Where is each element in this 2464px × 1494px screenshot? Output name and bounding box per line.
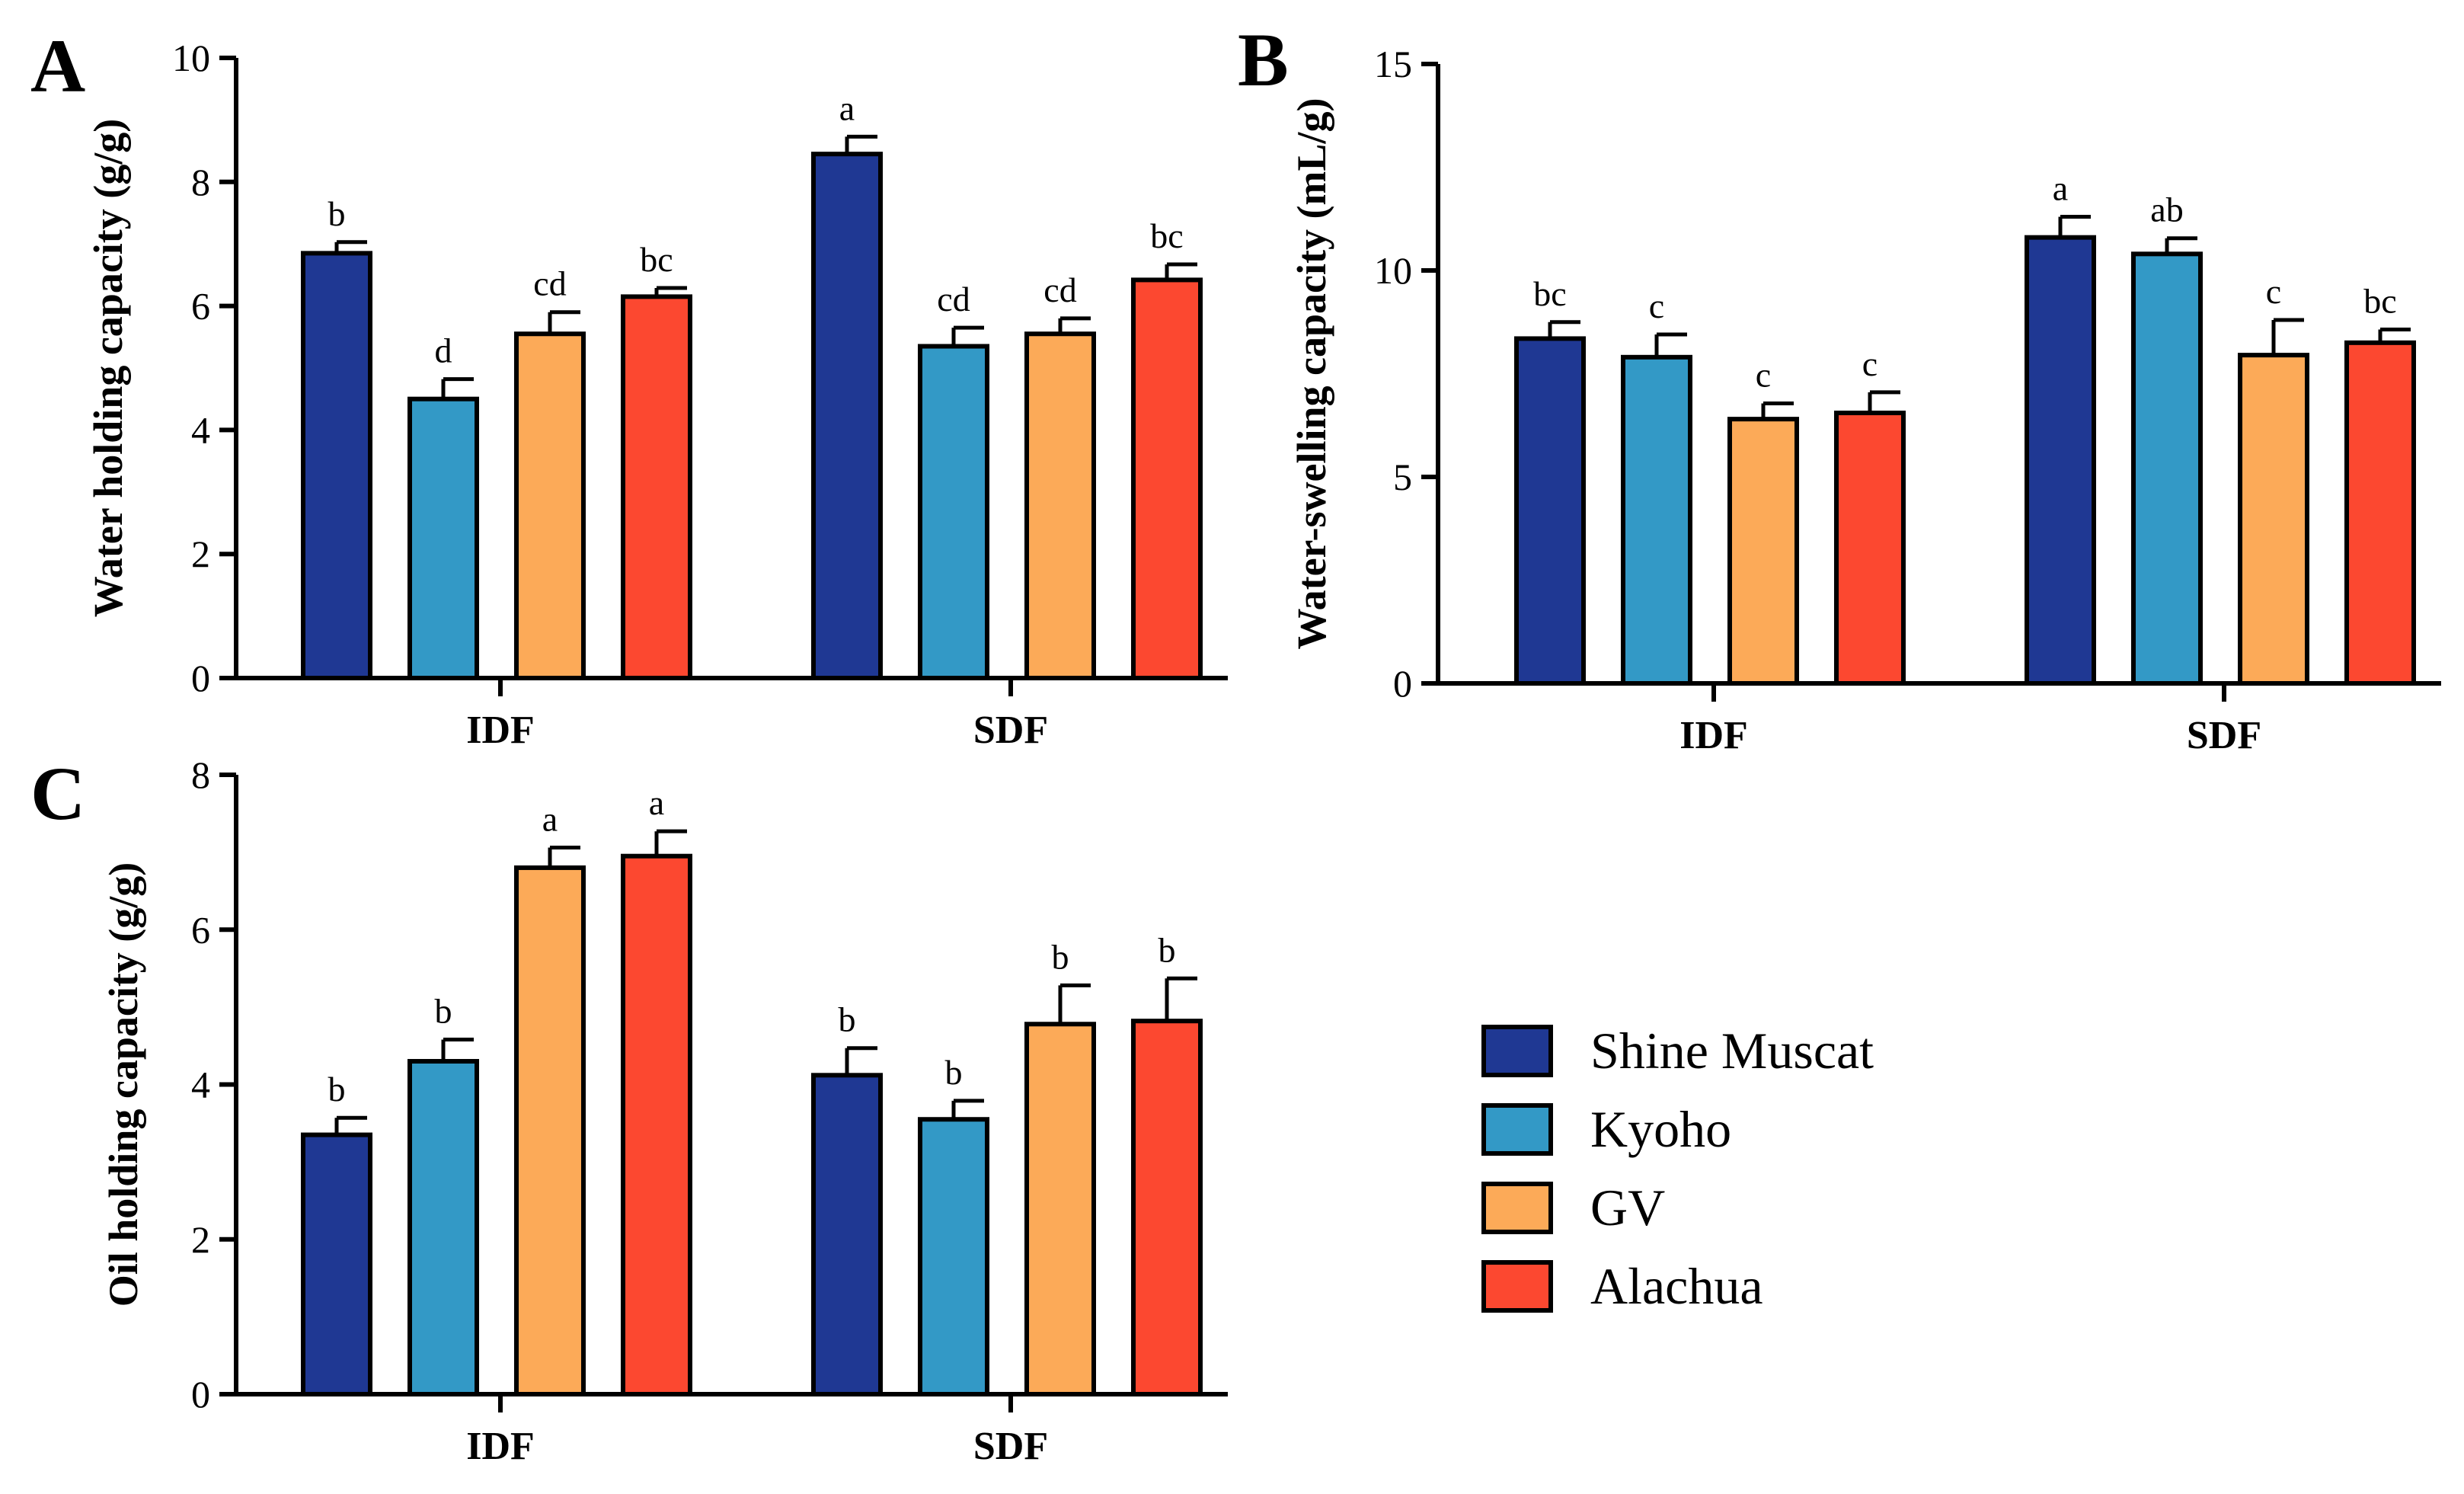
y-tick-label: 0 xyxy=(191,1373,210,1416)
y-tick-label: 6 xyxy=(191,908,210,951)
significance-letter: b xyxy=(435,992,452,1031)
bar-gv-idf xyxy=(514,865,586,1396)
significance-letter: b xyxy=(839,1000,856,1039)
panel-letter: B xyxy=(1238,18,1289,102)
legend-swatch-shine-muscat xyxy=(1481,1025,1553,1077)
significance-letter: b xyxy=(328,1070,346,1109)
y-tick-label: 5 xyxy=(1393,456,1412,498)
x-tick-label-sdf: SDF xyxy=(973,709,1048,752)
y-axis-label: Water holding capacity (g/g) xyxy=(85,119,131,618)
x-tick-label-idf: IDF xyxy=(466,1425,535,1468)
y-tick-label: 0 xyxy=(191,657,210,699)
significance-letter: c xyxy=(1756,356,1771,395)
legend: Shine Muscat Kyoho GV Alachua xyxy=(1481,1022,1874,1315)
bar-kyoho-idf xyxy=(407,396,479,680)
bar-kyoho-sdf xyxy=(2131,251,2203,686)
bar-alachua-sdf xyxy=(2344,340,2416,686)
significance-letter: bc xyxy=(1150,216,1183,255)
legend-swatch-kyoho xyxy=(1481,1103,1553,1156)
legend-label-alachua: Alachua xyxy=(1590,1257,1763,1315)
y-tick-label: 8 xyxy=(191,161,210,203)
bar-alachua-idf xyxy=(1834,410,1906,686)
bar-gv-idf xyxy=(514,331,586,680)
significance-letter: a xyxy=(2053,169,2068,208)
significance-letter: cd xyxy=(1043,270,1076,309)
significance-letter: c xyxy=(1649,286,1664,325)
x-tick-label-idf: IDF xyxy=(1679,714,1748,757)
significance-letter: b xyxy=(945,1053,963,1092)
bar-shine-muscat-idf xyxy=(1514,336,1586,686)
legend-label-shine-muscat: Shine Muscat xyxy=(1590,1022,1874,1080)
bar-alachua-sdf xyxy=(1131,1019,1203,1396)
panel-letter: C xyxy=(30,751,85,836)
significance-letter: ab xyxy=(2150,190,2183,229)
significance-letter: c xyxy=(1862,344,1878,383)
bar-shine-muscat-idf xyxy=(301,1132,372,1397)
y-tick-label: 8 xyxy=(191,753,210,796)
y-tick-label: 10 xyxy=(172,37,210,79)
x-tick-label-idf: IDF xyxy=(466,709,535,752)
significance-letter: cd xyxy=(937,280,970,318)
bar-kyoho-sdf xyxy=(918,1117,989,1396)
significance-letter: a xyxy=(542,800,558,839)
y-axis-label: Oil holding capacity (g/g) xyxy=(101,862,146,1307)
legend-swatch-gv xyxy=(1481,1182,1553,1234)
y-tick-label: 15 xyxy=(1374,43,1412,85)
legend-label-gv: GV xyxy=(1590,1179,1665,1236)
bar-kyoho-idf xyxy=(407,1059,479,1396)
bar-kyoho-idf xyxy=(1621,354,1692,686)
significance-letter: b xyxy=(328,194,346,233)
significance-letter: a xyxy=(649,783,664,822)
significance-letter: bc xyxy=(640,240,673,279)
y-axis-label: Water-swelling capacity (mL/g) xyxy=(1289,98,1334,650)
bar-shine-muscat-sdf xyxy=(811,152,883,681)
significance-letter: b xyxy=(1158,930,1176,969)
bar-alachua-idf xyxy=(621,853,692,1397)
bar-gv-sdf xyxy=(1024,331,1096,680)
bar-shine-muscat-sdf xyxy=(2025,235,2096,686)
y-tick-label: 2 xyxy=(191,1218,210,1261)
bar-alachua-idf xyxy=(621,294,692,680)
legend-swatch-alachua xyxy=(1481,1260,1553,1313)
significance-letter: b xyxy=(1052,937,1069,976)
x-tick-label-sdf: SDF xyxy=(973,1425,1048,1468)
panel-letter: A xyxy=(30,24,85,108)
bar-gv-sdf xyxy=(1024,1022,1096,1397)
bar-alachua-sdf xyxy=(1131,277,1203,680)
legend-label-kyoho: Kyoho xyxy=(1590,1100,1731,1158)
x-tick-label-sdf: SDF xyxy=(2187,714,2261,757)
significance-letter: a xyxy=(839,88,855,127)
y-tick-label: 2 xyxy=(191,533,210,575)
significance-letter: cd xyxy=(533,264,566,303)
significance-letter: d xyxy=(435,331,452,370)
y-tick-label: 4 xyxy=(191,1064,210,1106)
y-tick-label: 0 xyxy=(1393,662,1412,705)
significance-letter: bc xyxy=(2363,282,2396,321)
y-tick-label: 10 xyxy=(1374,249,1412,292)
y-tick-label: 6 xyxy=(191,285,210,328)
bar-gv-sdf xyxy=(2238,353,2309,686)
panel-c: C Oil holding capacity (g/g) 0 2 4 6 8 IDF b b a a S… xyxy=(30,751,1228,1468)
bar-gv-idf xyxy=(1727,417,1799,686)
bar-shine-muscat-idf xyxy=(301,251,372,681)
bar-kyoho-sdf xyxy=(918,344,989,680)
significance-letter: bc xyxy=(1533,274,1566,313)
bar-shine-muscat-sdf xyxy=(811,1073,883,1397)
y-tick-label: 4 xyxy=(191,408,210,451)
significance-letter: c xyxy=(2266,272,2281,311)
